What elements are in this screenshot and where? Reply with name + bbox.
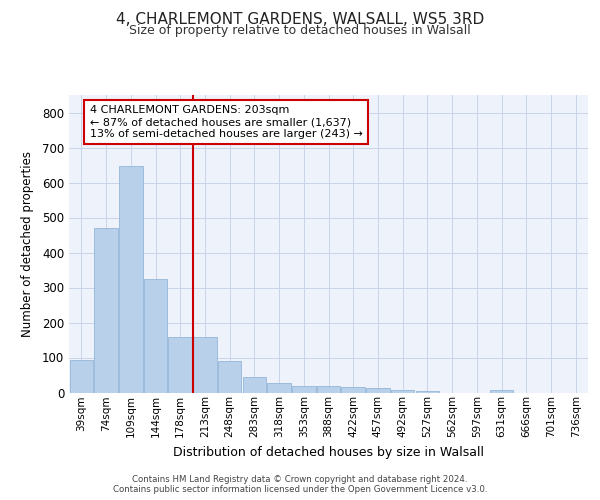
Bar xyxy=(144,279,167,392)
X-axis label: Distribution of detached houses by size in Walsall: Distribution of detached houses by size … xyxy=(173,446,484,458)
Text: 4 CHARLEMONT GARDENS: 203sqm
← 87% of detached houses are smaller (1,637)
13% of: 4 CHARLEMONT GARDENS: 203sqm ← 87% of de… xyxy=(90,106,362,138)
Bar xyxy=(391,390,415,392)
Text: Size of property relative to detached houses in Walsall: Size of property relative to detached ho… xyxy=(129,24,471,37)
Bar xyxy=(169,336,192,392)
Text: Contains HM Land Registry data © Crown copyright and database right 2024.
Contai: Contains HM Land Registry data © Crown c… xyxy=(113,474,487,494)
Bar xyxy=(242,377,266,392)
Bar xyxy=(119,166,143,392)
Bar xyxy=(416,391,439,392)
Bar xyxy=(366,388,389,392)
Bar xyxy=(317,386,340,392)
Y-axis label: Number of detached properties: Number of detached properties xyxy=(20,151,34,337)
Bar xyxy=(490,390,513,392)
Bar xyxy=(94,228,118,392)
Bar xyxy=(70,360,93,392)
Bar xyxy=(341,387,365,392)
Bar xyxy=(268,382,291,392)
Text: 4, CHARLEMONT GARDENS, WALSALL, WS5 3RD: 4, CHARLEMONT GARDENS, WALSALL, WS5 3RD xyxy=(116,12,484,28)
Bar xyxy=(218,360,241,392)
Bar xyxy=(292,386,316,392)
Bar xyxy=(193,336,217,392)
